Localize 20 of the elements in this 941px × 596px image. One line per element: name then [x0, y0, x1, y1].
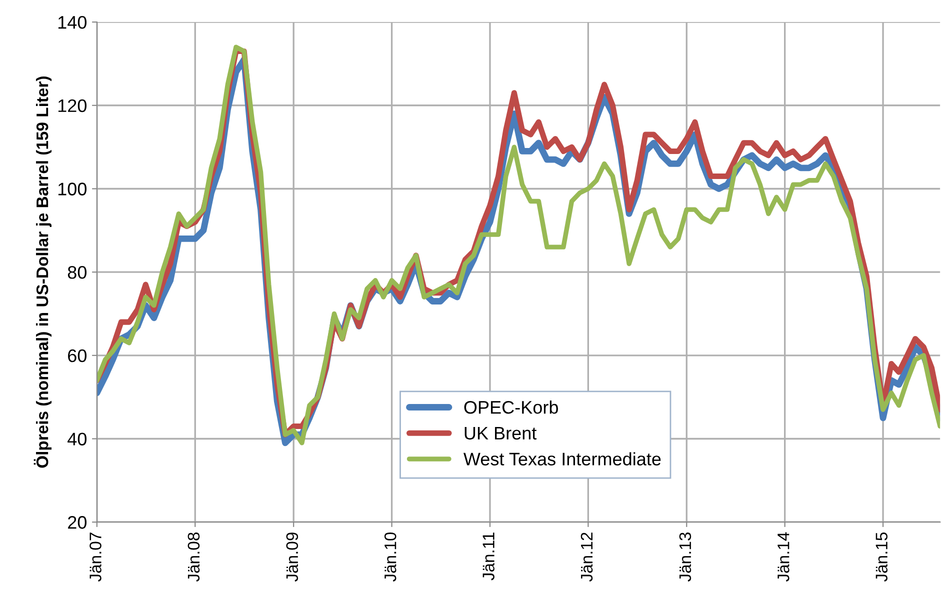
legend-label: UK Brent: [464, 427, 537, 440]
y-tick-label: 40: [68, 432, 86, 446]
x-tick-label: Jän.10: [384, 532, 396, 582]
x-tick-label: Jän.13: [679, 532, 692, 582]
x-tick-label: Jän.09: [286, 532, 298, 582]
legend-label: OPEC-Korb: [464, 400, 558, 414]
x-tick-label: Jän.12: [580, 532, 593, 582]
x-tick-label: Jän.07: [90, 532, 102, 582]
x-tick-label: Jän.08: [188, 532, 200, 582]
y-tick-label: 120: [58, 99, 86, 112]
y-axis-title: Ölpreis (nominal) in US-Dollar je Barrel (159 Liter): [34, 76, 52, 468]
y-tick-label: 60: [68, 349, 86, 362]
y-tick-label: 80: [68, 266, 86, 279]
x-tick-label: Jän.15: [876, 532, 888, 582]
y-tick-label: 100: [58, 182, 86, 196]
x-tick-label: Jän.11: [482, 532, 494, 580]
x-tick-label: Jän.14: [778, 532, 790, 582]
y-tick-label: 20: [68, 516, 86, 529]
y-tick-label: 140: [58, 16, 86, 29]
legend-label: West Texas Intermediate: [463, 452, 661, 466]
